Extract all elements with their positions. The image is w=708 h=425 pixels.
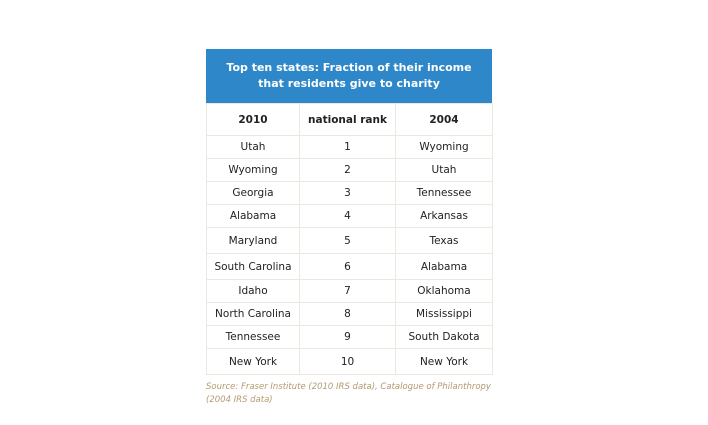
cell-2004: Alabama: [395, 253, 493, 280]
cell-2004: Mississippi: [395, 302, 493, 326]
cell-national-rank: 8: [299, 302, 396, 326]
table-row: Alabama 4 Arkansas: [206, 204, 493, 228]
cell-national-rank: 2: [299, 158, 396, 182]
cell-national-rank: 10: [299, 348, 396, 375]
cell-2004: Arkansas: [395, 204, 493, 228]
cell-2004: Oklahoma: [395, 279, 493, 303]
cell-2004: South Dakota: [395, 325, 493, 349]
cell-2004: Wyoming: [395, 135, 493, 159]
cell-national-rank: 4: [299, 204, 396, 228]
cell-2004: Tennessee: [395, 181, 493, 205]
cell-2010: Georgia: [206, 181, 300, 205]
column-header-2004: 2004: [395, 103, 493, 136]
charity-table-figure: Top ten states: Fraction of their income…: [206, 49, 493, 407]
table-title-line-1: Top ten states: Fraction of their income: [226, 61, 472, 74]
column-header-2010: 2010: [206, 103, 300, 136]
table-title-line-2: that residents give to charity: [258, 77, 440, 90]
cell-national-rank: 1: [299, 135, 396, 159]
cell-2010: Maryland: [206, 227, 300, 254]
cell-2010: Tennessee: [206, 325, 300, 349]
table-row: Georgia 3 Tennessee: [206, 181, 493, 205]
header-row: 2010 national rank 2004: [206, 103, 493, 136]
cell-2010: North Carolina: [206, 302, 300, 326]
source-note: Source: Fraser Institute (2010 IRS data)…: [206, 381, 492, 407]
cell-2010: Alabama: [206, 204, 300, 228]
table-row: Idaho 7 Oklahoma: [206, 279, 493, 303]
cell-2010: New York: [206, 348, 300, 375]
cell-2010: South Carolina: [206, 253, 300, 280]
cell-national-rank: 5: [299, 227, 396, 254]
cell-2010: Idaho: [206, 279, 300, 303]
source-line-2: (2004 IRS data): [206, 395, 273, 405]
column-header-national-rank: national rank: [299, 103, 396, 136]
cell-national-rank: 7: [299, 279, 396, 303]
cell-national-rank: 3: [299, 181, 396, 205]
cell-national-rank: 9: [299, 325, 396, 349]
table-title: Top ten states: Fraction of their income…: [206, 49, 492, 103]
table-row: Tennessee 9 South Dakota: [206, 325, 493, 349]
table-row: North Carolina 8 Mississippi: [206, 302, 493, 326]
cell-2004: Texas: [395, 227, 493, 254]
cell-2010: Wyoming: [206, 158, 300, 182]
table-row: Utah 1 Wyoming: [206, 135, 493, 159]
table-row: Maryland 5 Texas: [206, 227, 493, 254]
table-body: Utah 1 Wyoming Wyoming 2 Utah Georgia 3 Tennesse…: [206, 135, 493, 375]
cell-national-rank: 6: [299, 253, 396, 280]
cell-2004: Utah: [395, 158, 493, 182]
ranking-table: 2010 national rank 2004 Utah 1 Wyoming Wyom…: [206, 103, 493, 375]
table-row: Wyoming 2 Utah: [206, 158, 493, 182]
source-line-1: Source: Fraser Institute (2010 IRS data)…: [206, 382, 491, 392]
table-row: New York 10 New York: [206, 348, 493, 375]
cell-2010: Utah: [206, 135, 300, 159]
cell-2004: New York: [395, 348, 493, 375]
table-row: South Carolina 6 Alabama: [206, 253, 493, 280]
